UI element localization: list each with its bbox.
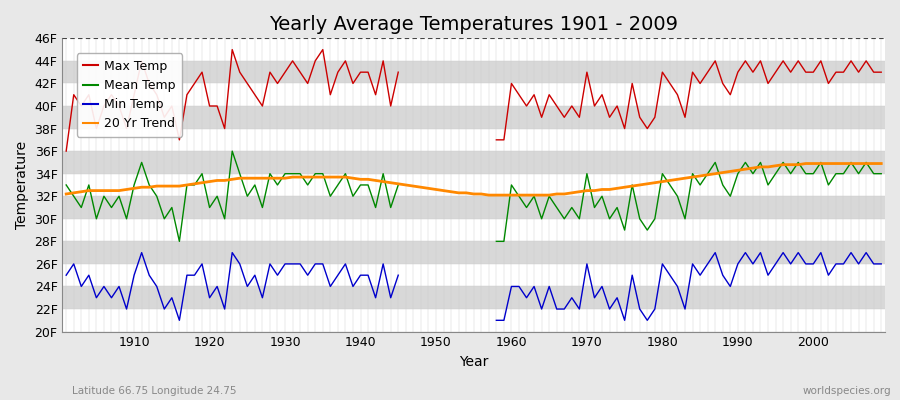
Bar	[62, 84, 885, 106]
Bar	[62, 264, 885, 286]
Bar	[62, 128, 885, 151]
Bar	[62, 241, 885, 264]
Bar	[62, 106, 885, 128]
Text: Latitude 66.75 Longitude 24.75: Latitude 66.75 Longitude 24.75	[72, 386, 237, 396]
Bar	[62, 61, 885, 84]
Y-axis label: Temperature: Temperature	[15, 141, 29, 229]
Title: Yearly Average Temperatures 1901 - 2009: Yearly Average Temperatures 1901 - 2009	[269, 15, 679, 34]
Bar	[62, 151, 885, 174]
Bar	[62, 196, 885, 219]
Bar	[62, 219, 885, 241]
Legend: Max Temp, Mean Temp, Min Temp, 20 Yr Trend: Max Temp, Mean Temp, Min Temp, 20 Yr Tre…	[76, 53, 182, 137]
X-axis label: Year: Year	[459, 355, 489, 369]
Bar	[62, 38, 885, 61]
Bar	[62, 309, 885, 332]
Text: worldspecies.org: worldspecies.org	[803, 386, 891, 396]
Bar	[62, 174, 885, 196]
Bar	[62, 286, 885, 309]
